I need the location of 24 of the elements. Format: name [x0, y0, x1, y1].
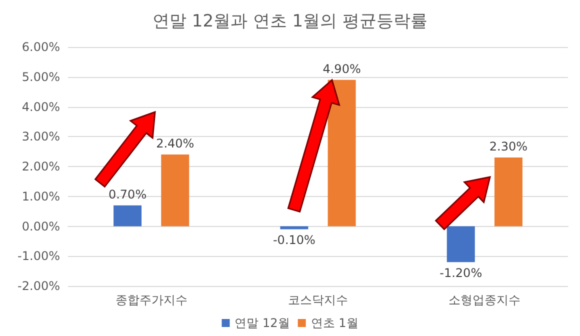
- y-tick-label: 6.00%: [22, 40, 60, 54]
- data-label: 2.30%: [489, 140, 528, 154]
- y-tick-label: 0.00%: [22, 219, 60, 234]
- x-tick-label: 코스닥지수: [288, 293, 348, 307]
- data-label: -0.10%: [272, 233, 316, 248]
- data-label: 4.90%: [322, 62, 361, 76]
- y-tick-label: 5.00%: [22, 70, 60, 84]
- x-tick-label: 종합주가지수: [115, 293, 188, 307]
- chart-title: 연말 12월과 연초 1월의 평균등락률: [152, 12, 428, 32]
- x-tick-label: 소형업종지수: [448, 293, 521, 307]
- y-tick-label: -1.00%: [18, 249, 60, 264]
- data-label: 2.40%: [156, 136, 194, 151]
- y-tick-label: -2.00%: [18, 279, 60, 293]
- bar: [161, 154, 190, 226]
- legend-label: 연초 1월: [310, 316, 358, 330]
- bar: [114, 205, 142, 226]
- data-label: -1.20%: [440, 266, 482, 280]
- y-tick-label: 4.00%: [22, 100, 60, 114]
- data-label: 0.70%: [108, 187, 147, 202]
- bar: [494, 158, 522, 226]
- y-tick-label: 1.00%: [22, 189, 60, 204]
- legend-label: 연말 12월: [234, 316, 290, 330]
- y-tick-label: 3.00%: [22, 130, 60, 144]
- y-tick-label: 2.00%: [22, 160, 60, 174]
